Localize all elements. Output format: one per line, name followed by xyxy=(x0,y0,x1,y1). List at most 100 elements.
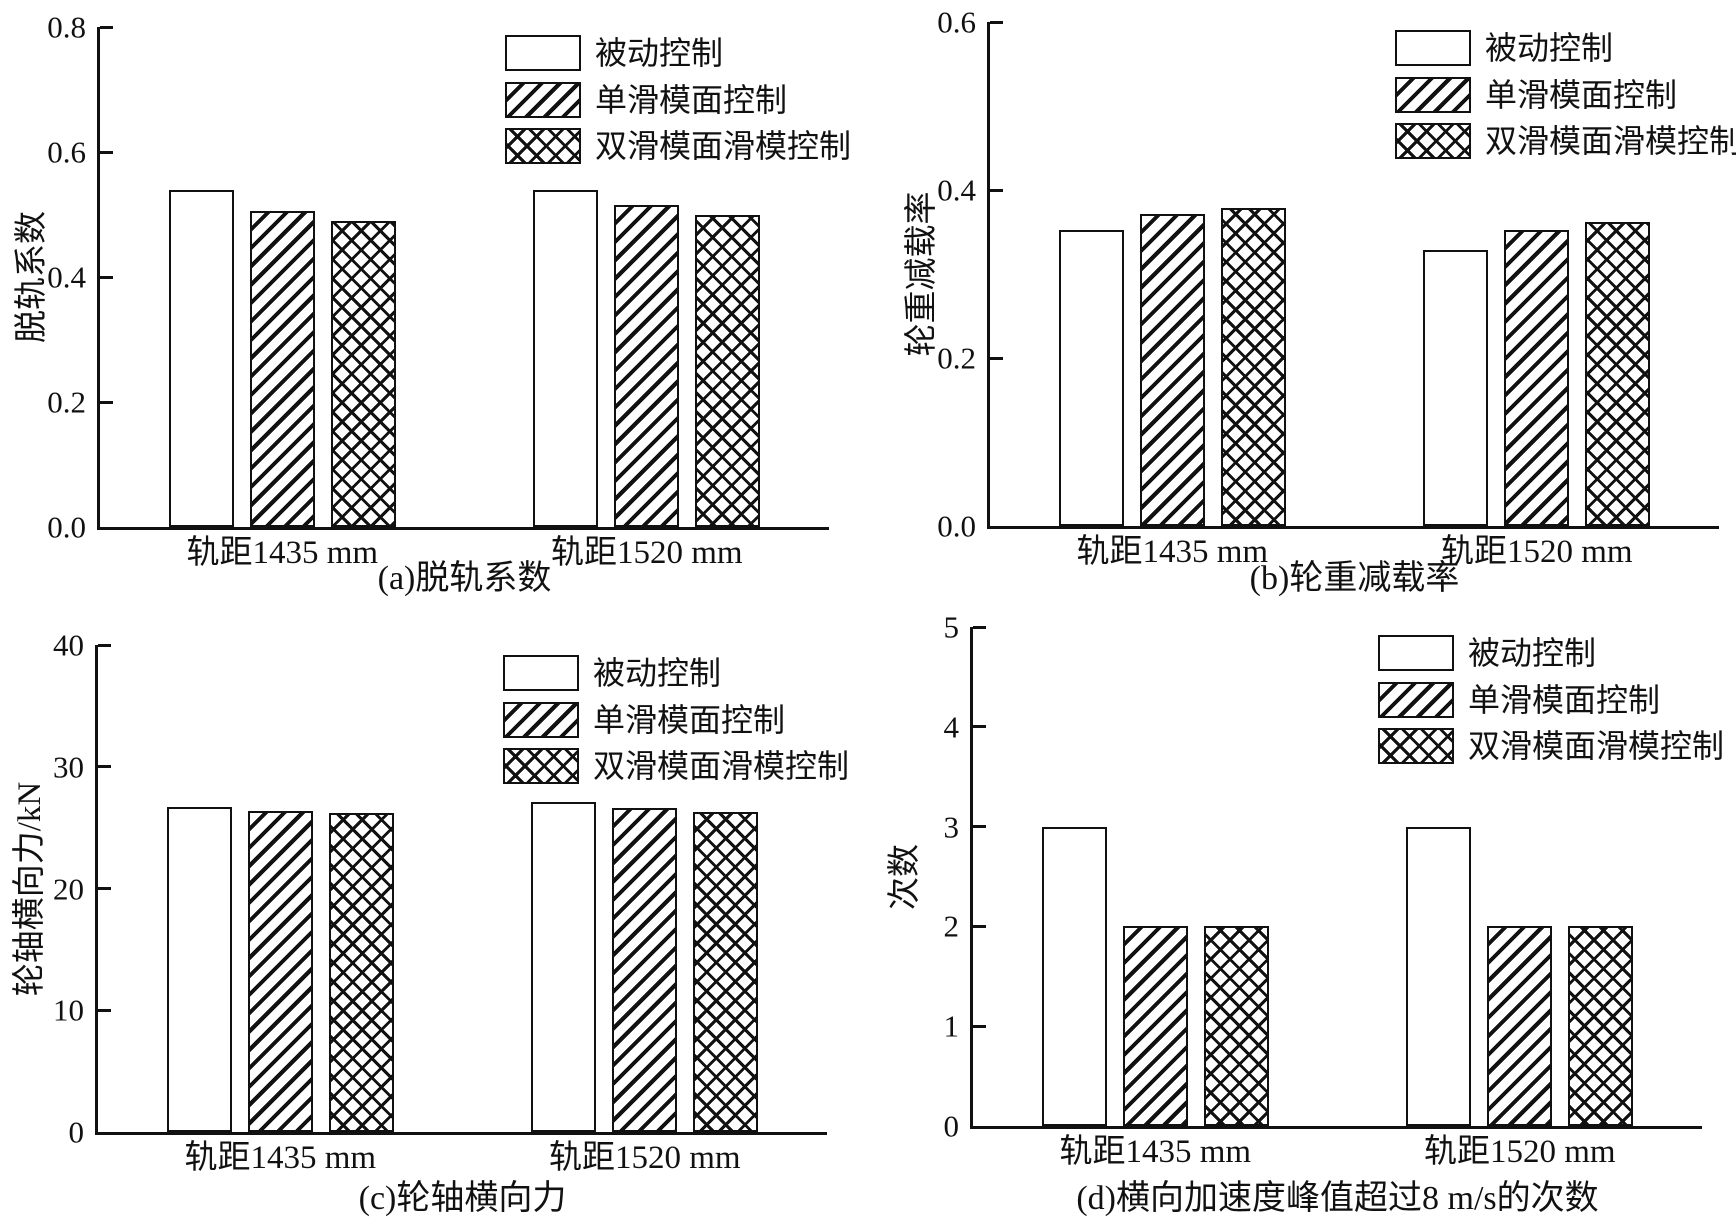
plot-area xyxy=(970,625,1702,1129)
legend-swatch-plain xyxy=(1378,635,1454,671)
bar-series2-group2 xyxy=(614,205,680,527)
y-tick-mark xyxy=(973,625,986,629)
y-tick-label: 0.2 xyxy=(937,340,976,376)
legend-label: 单滑模面控制 xyxy=(1468,681,1661,718)
x-tick-label: 轨距1435 mm xyxy=(1059,1134,1252,1170)
chart-panel-a: 0.0 0.2 0.4 0.6 0.8 轨距1435 mm 轨距1520 mm 被动控制 单滑模… xyxy=(0,0,868,605)
legend-label: 被动控制 xyxy=(595,35,724,71)
legend-swatch-plain xyxy=(505,35,581,71)
bar-series2-group1 xyxy=(249,211,315,527)
bar-series1-group2 xyxy=(531,802,597,1132)
y-tick-mark xyxy=(98,887,111,890)
y-tick-label: 0.6 xyxy=(937,4,976,40)
y-tick-label: 20 xyxy=(53,871,84,906)
y-tick-mark xyxy=(973,924,986,928)
y-tick-mark xyxy=(100,150,113,154)
y-tick-mark xyxy=(98,1008,111,1012)
legend-swatch-cross xyxy=(505,128,581,164)
legend-swatch-plain xyxy=(503,655,579,691)
bar-series3-group2 xyxy=(693,811,759,1132)
bar-series3-group1 xyxy=(1203,926,1269,1126)
chart-panel-c: 0 10 20 30 40 轨距1435 mm 轨距1520 mm 被动控制 单滑模面控制 双滑模… xyxy=(0,605,868,1222)
chart-panel-b: 0.0 0.2 0.4 0.6 轨距1435 mm 轨距1520 mm 被动控制单滑模面控制… xyxy=(868,0,1736,605)
legend-label: 单滑模面控制 xyxy=(1485,76,1678,113)
y-tick-label: 0 xyxy=(943,1108,960,1144)
y-axis-label: 次数 xyxy=(887,843,923,910)
legend-swatch-cross xyxy=(1378,728,1454,764)
bar-series2-group1 xyxy=(1139,213,1205,526)
x-tick-label: 轨距1435 mm xyxy=(186,535,379,571)
legend-swatch-diag xyxy=(505,81,581,118)
y-tick-mark xyxy=(990,356,1003,360)
bar-series3-group1 xyxy=(330,220,396,527)
bar-series2-group2 xyxy=(612,808,678,1132)
plot-area xyxy=(95,643,827,1135)
bar-series2-group1 xyxy=(247,810,313,1132)
y-tick-label: 0.0 xyxy=(937,508,976,544)
y-axis-label: 脱轨系数 xyxy=(14,211,50,343)
legend-label: 单滑模面控制 xyxy=(595,81,788,118)
legend-label: 双滑模面滑模控制 xyxy=(593,748,850,784)
y-tick-label: 40 xyxy=(53,627,84,663)
y-tick-label: 5 xyxy=(943,609,960,645)
legend-label: 双滑模面滑模控制 xyxy=(1468,728,1725,764)
legend-swatch-diag xyxy=(1395,76,1471,113)
y-tick-mark xyxy=(973,825,986,829)
y-tick-label: 0.6 xyxy=(47,134,86,170)
y-tick-label: 4 xyxy=(943,709,960,745)
bar-series1-group1 xyxy=(166,806,232,1132)
legend-label: 被动控制 xyxy=(1468,635,1597,671)
chart-caption: (b)轮重减载率 xyxy=(1249,560,1460,597)
legend-swatch-cross xyxy=(1395,123,1471,159)
plot-area xyxy=(97,25,829,530)
y-axis-label: 轮重减载率 xyxy=(904,191,940,357)
bar-series1-group2 xyxy=(533,189,599,527)
y-tick-mark xyxy=(98,765,111,769)
y-tick-mark xyxy=(990,20,1003,24)
bar-series3-group1 xyxy=(1220,208,1286,526)
y-tick-mark xyxy=(973,725,986,729)
bar-series3-group1 xyxy=(328,813,394,1132)
legend-label: 双滑模面滑模控制 xyxy=(595,128,852,164)
y-tick-label: 2 xyxy=(943,908,960,944)
legend-swatch-cross xyxy=(503,748,579,784)
legend-swatch-plain xyxy=(1395,30,1471,66)
bar-series2-group1 xyxy=(1122,926,1188,1126)
bar-series3-group2 xyxy=(1585,221,1651,526)
bar-series1-group1 xyxy=(1058,230,1124,526)
chart-caption: (d)横向加速度峰值超过8 m/s的次数 xyxy=(1076,1180,1599,1217)
y-tick-label: 0.2 xyxy=(47,384,86,420)
bar-series1-group1 xyxy=(168,189,234,527)
y-tick-label: 10 xyxy=(53,992,84,1028)
bar-series1-group1 xyxy=(1041,826,1107,1126)
legend-label: 单滑模面控制 xyxy=(593,701,786,738)
bar-series3-group2 xyxy=(1568,926,1634,1126)
y-tick-label: 0.0 xyxy=(47,509,86,545)
y-tick-mark xyxy=(100,275,113,279)
y-tick-label: 0.8 xyxy=(47,9,86,45)
y-tick-mark xyxy=(973,1024,986,1028)
legend-label: 被动控制 xyxy=(1485,30,1614,66)
legend-swatch-diag xyxy=(1378,681,1454,718)
y-tick-mark xyxy=(990,188,1003,192)
x-tick-label: 轨距1435 mm xyxy=(184,1140,377,1176)
legend-label: 双滑模面滑模控制 xyxy=(1485,123,1736,159)
y-tick-mark xyxy=(100,400,113,404)
plot-area xyxy=(987,20,1719,529)
y-axis-label: 轮轴横向力/kN xyxy=(12,781,48,996)
bar-series1-group2 xyxy=(1423,250,1489,526)
x-tick-label: 轨距1520 mm xyxy=(548,1140,741,1176)
y-tick-label: 0.4 xyxy=(937,172,976,208)
y-tick-label: 0.4 xyxy=(47,259,86,295)
chart-panel-d: 0 1 2 3 4 5 轨距1435 mm 轨距1520 mm 被动控制 单滑模面控制 双滑模面滑模… xyxy=(868,605,1736,1222)
x-tick-label: 轨距1520 mm xyxy=(1440,534,1633,570)
x-tick-label: 轨距1435 mm xyxy=(1076,534,1269,570)
y-tick-mark xyxy=(98,643,111,647)
y-tick-label: 30 xyxy=(53,749,84,785)
legend-swatch-diag xyxy=(503,701,579,738)
bar-series2-group2 xyxy=(1487,926,1553,1126)
chart-caption: (c)轮轴横向力 xyxy=(358,1180,567,1217)
bar-series1-group2 xyxy=(1406,826,1472,1126)
chart-caption: (a)脱轨系数 xyxy=(377,560,552,597)
